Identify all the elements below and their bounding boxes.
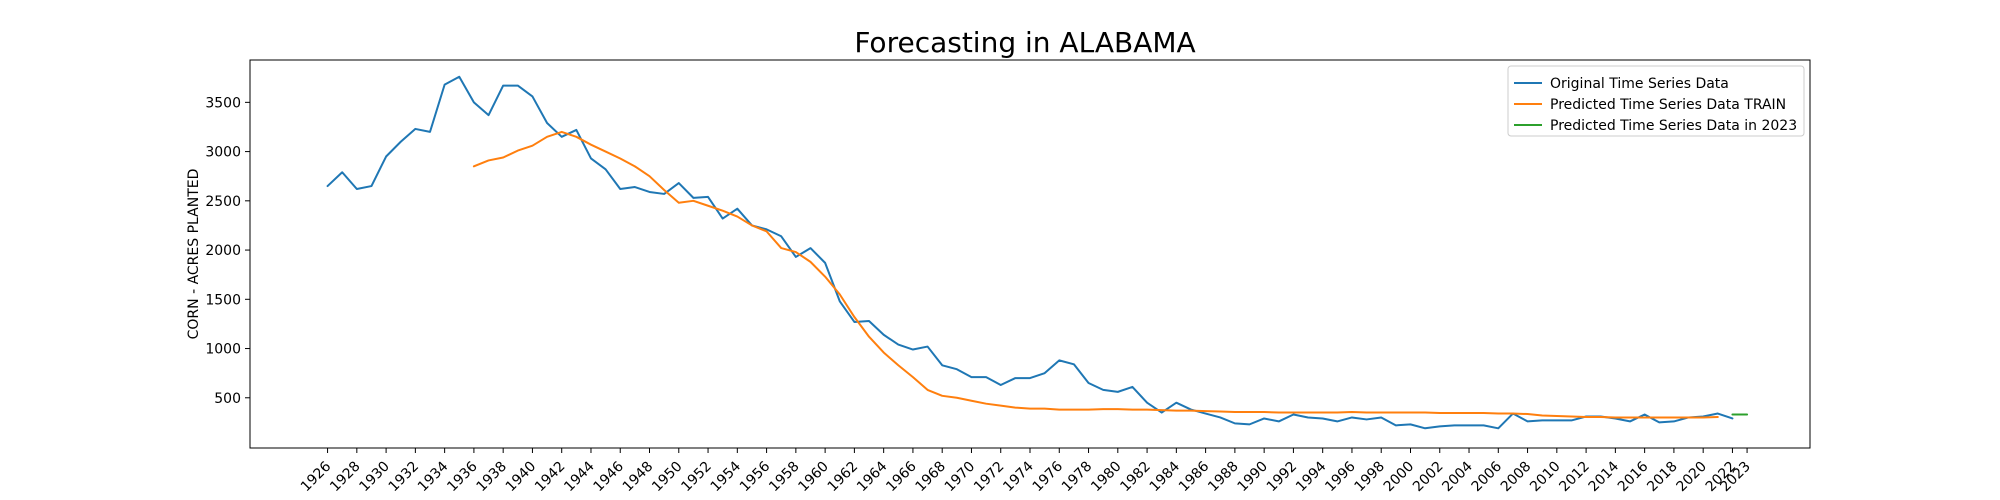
y-tick-label: 2500 — [205, 194, 241, 210]
x-tick-label: 1978 — [1059, 459, 1096, 496]
series-line-predicted-time-series-data-train — [472, 130, 1719, 419]
x-tick-label: 1992 — [1264, 459, 1301, 496]
chart-title: Forecasting in ALABAMA — [854, 26, 1195, 59]
legend-label: Predicted Time Series Data TRAIN — [1550, 97, 1786, 113]
x-axis: 1926192819301932193419361938194019421944… — [298, 448, 1754, 495]
legend-label: Predicted Time Series Data in 2023 — [1550, 118, 1797, 134]
x-tick-label: 1952 — [678, 459, 715, 496]
x-tick-label: 1994 — [1293, 458, 1330, 495]
x-tick-label: 2006 — [1469, 458, 1506, 495]
x-tick-label: 1938 — [473, 459, 510, 496]
x-tick-label: 1988 — [1205, 459, 1242, 496]
x-tick-label: 2002 — [1410, 459, 1447, 496]
x-tick-label: 1958 — [766, 459, 803, 496]
x-tick-label: 1954 — [708, 458, 745, 495]
x-tick-label: 1928 — [327, 459, 364, 496]
x-tick-label: 2012 — [1556, 459, 1593, 496]
legend-box — [1507, 65, 1805, 137]
x-tick-label: 1984 — [1147, 458, 1184, 495]
y-tick-label: 3000 — [205, 145, 241, 161]
x-tick-label: 2018 — [1644, 459, 1681, 496]
x-tick-label: 1934 — [415, 458, 452, 495]
x-tick-label: 2010 — [1527, 459, 1564, 496]
x-tick-label: 1936 — [444, 458, 481, 495]
x-tick-label: 1982 — [1117, 459, 1154, 496]
x-tick-label: 1942 — [532, 459, 569, 496]
x-tick-label: 1964 — [854, 458, 891, 495]
y-tick-label: 500 — [214, 391, 241, 407]
x-tick-label: 1926 — [298, 458, 335, 495]
series-layer — [326, 75, 1749, 430]
x-tick-label: 1990 — [1234, 459, 1271, 496]
x-tick-label: 1986 — [1176, 458, 1213, 495]
x-tick-label: 1956 — [737, 458, 774, 495]
x-tick-label: 1966 — [883, 458, 920, 495]
x-tick-label: 2000 — [1381, 459, 1418, 496]
y-tick-label: 3500 — [205, 95, 241, 111]
x-tick-label: 1940 — [503, 459, 540, 496]
x-tick-label: 1972 — [971, 459, 1008, 496]
x-tick-label: 1998 — [1352, 459, 1389, 496]
x-tick-label: 2014 — [1586, 458, 1623, 495]
x-tick-label: 1996 — [1322, 458, 1359, 495]
x-tick-label: 2020 — [1673, 459, 1710, 496]
x-tick-label: 2016 — [1615, 458, 1652, 495]
series-line-original-time-series-data — [326, 75, 1734, 430]
x-tick-label: 2008 — [1498, 459, 1535, 496]
x-tick-label: 1960 — [795, 459, 832, 496]
x-tick-label: 2004 — [1439, 458, 1476, 495]
x-tick-label: 1970 — [942, 459, 979, 496]
x-tick-label: 1948 — [620, 459, 657, 496]
legend-label: Original Time Series Data — [1550, 76, 1729, 92]
x-tick-label: 1950 — [649, 459, 686, 496]
x-tick-label: 1968 — [913, 459, 950, 496]
y-tick-label: 1500 — [205, 292, 241, 308]
x-tick-label: 1974 — [1000, 458, 1037, 495]
y-tick-label: 2000 — [205, 243, 241, 259]
legend-entries: Original Time Series Data Predicted Time … — [1514, 76, 1797, 134]
x-tick-label: 1980 — [1088, 459, 1125, 496]
y-tick-label: 1000 — [205, 342, 241, 358]
legend: Original Time Series Data Predicted Time … — [1507, 65, 1805, 137]
x-tick-label: 1946 — [591, 458, 628, 495]
y-axis: 500 1000 1500 2000 2500 3000 3500 — [205, 95, 250, 407]
x-tick-label: 1932 — [386, 459, 423, 496]
y-axis-title: CORN - ACRES PLANTED — [186, 169, 202, 340]
x-tick-label: 1962 — [825, 459, 862, 496]
x-tick-label: 1976 — [1030, 458, 1067, 495]
x-tick-label: 1930 — [356, 459, 393, 496]
x-tick-label: 1944 — [561, 458, 598, 495]
